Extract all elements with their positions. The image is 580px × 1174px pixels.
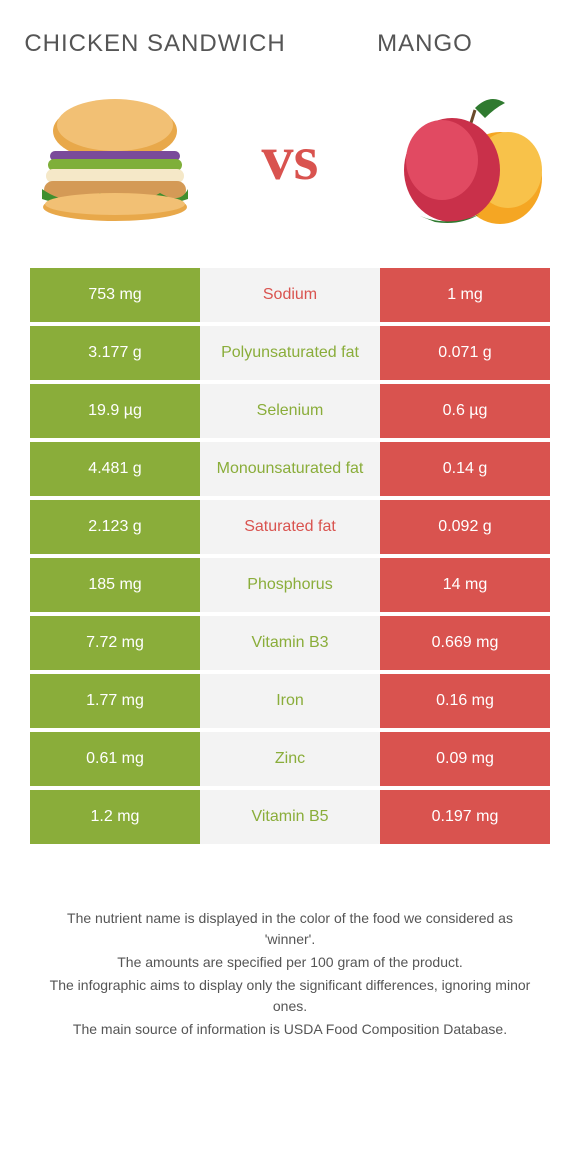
right-value: 0.16 mg [380, 674, 550, 728]
nutrient-label: Vitamin B5 [200, 790, 380, 844]
left-value: 185 mg [30, 558, 200, 612]
vs-row: vs [0, 68, 580, 268]
nutrient-row: 7.72 mgVitamin B30.669 mg [30, 616, 550, 670]
nutrient-label: Phosphorus [200, 558, 380, 612]
footnote-line: The infographic aims to display only the… [40, 975, 540, 1017]
left-value: 4.481 g [30, 442, 200, 496]
right-value: 0.6 µg [380, 384, 550, 438]
nutrient-row: 19.9 µgSelenium0.6 µg [30, 384, 550, 438]
right-value: 0.14 g [380, 442, 550, 496]
footnote-line: The nutrient name is displayed in the co… [40, 908, 540, 950]
left-value: 1.77 mg [30, 674, 200, 728]
left-food-title: Chicken Sandwich [20, 30, 290, 58]
nutrient-label: Iron [200, 674, 380, 728]
left-value: 2.123 g [30, 500, 200, 554]
left-value: 1.2 mg [30, 790, 200, 844]
sandwich-image [30, 88, 200, 228]
nutrient-row: 1.77 mgIron0.16 mg [30, 674, 550, 728]
right-food-title: Mango [290, 30, 560, 58]
nutrient-row: 2.123 gSaturated fat0.092 g [30, 500, 550, 554]
nutrient-label: Zinc [200, 732, 380, 786]
nutrient-row: 753 mgSodium1 mg [30, 268, 550, 322]
nutrient-row: 0.61 mgZinc0.09 mg [30, 732, 550, 786]
footnote-line: The amounts are specified per 100 gram o… [40, 952, 540, 973]
right-value: 0.669 mg [380, 616, 550, 670]
footnote-line: The main source of information is USDA F… [40, 1019, 540, 1040]
footnotes: The nutrient name is displayed in the co… [0, 848, 580, 1062]
left-value: 0.61 mg [30, 732, 200, 786]
right-value: 1 mg [380, 268, 550, 322]
right-value: 14 mg [380, 558, 550, 612]
right-value: 0.092 g [380, 500, 550, 554]
header-row: Chicken Sandwich Mango [0, 0, 580, 68]
nutrient-row: 3.177 gPolyunsaturated fat0.071 g [30, 326, 550, 380]
nutrient-label: Monounsaturated fat [200, 442, 380, 496]
right-value: 0.071 g [380, 326, 550, 380]
right-value: 0.197 mg [380, 790, 550, 844]
nutrient-row: 1.2 mgVitamin B50.197 mg [30, 790, 550, 844]
left-value: 7.72 mg [30, 616, 200, 670]
nutrient-label: Vitamin B3 [200, 616, 380, 670]
left-value: 753 mg [30, 268, 200, 322]
vs-label: vs [262, 121, 319, 195]
left-value: 19.9 µg [30, 384, 200, 438]
nutrient-label: Sodium [200, 268, 380, 322]
nutrient-row: 185 mgPhosphorus14 mg [30, 558, 550, 612]
nutrient-label: Saturated fat [200, 500, 380, 554]
nutrient-label: Polyunsaturated fat [200, 326, 380, 380]
mango-image [380, 88, 550, 228]
right-value: 0.09 mg [380, 732, 550, 786]
nutrient-table: 753 mgSodium1 mg3.177 gPolyunsaturated f… [0, 268, 580, 844]
nutrient-label: Selenium [200, 384, 380, 438]
left-value: 3.177 g [30, 326, 200, 380]
nutrient-row: 4.481 gMonounsaturated fat0.14 g [30, 442, 550, 496]
